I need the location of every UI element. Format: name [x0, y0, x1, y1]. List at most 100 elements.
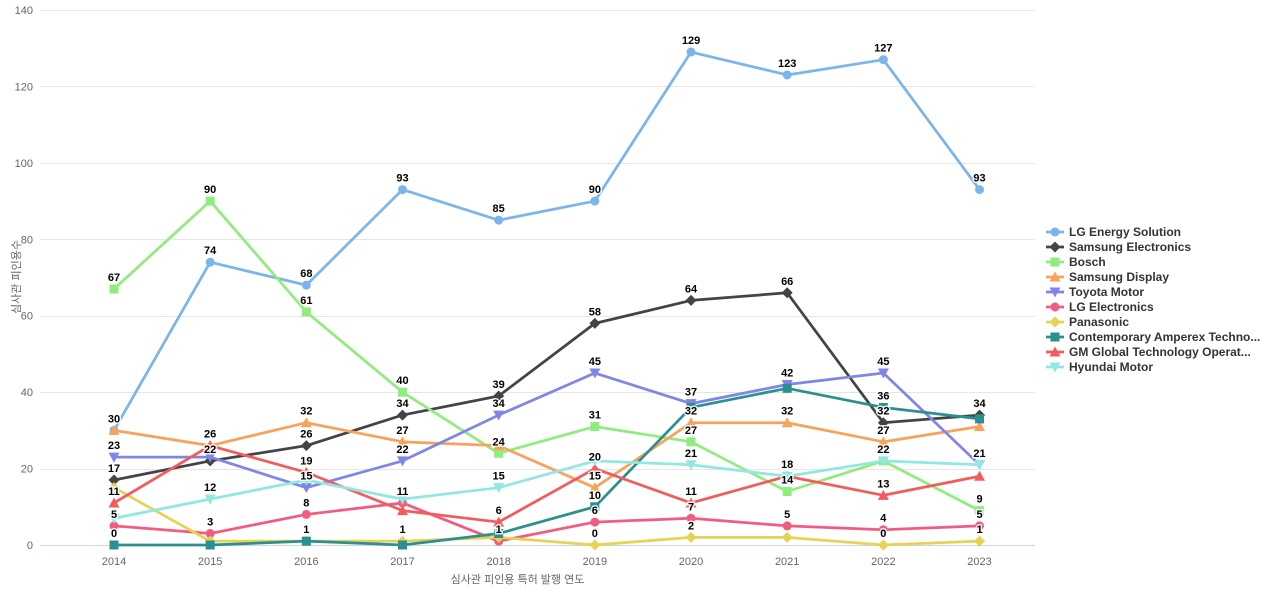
data-label: 5 — [976, 509, 982, 521]
data-label: 8 — [303, 497, 309, 509]
legend-label: Samsung Display — [1069, 269, 1170, 284]
legend-label: Toyota Motor — [1069, 284, 1145, 299]
data-label: 68 — [300, 268, 312, 280]
data-label: 45 — [589, 356, 601, 368]
legend-marker-icon — [1046, 302, 1064, 311]
data-label: 32 — [781, 406, 793, 418]
legend-item-samsung-display[interactable]: Samsung Display — [1046, 269, 1260, 284]
data-label: 39 — [493, 379, 505, 391]
data-label: 27 — [685, 425, 697, 437]
data-labels: 12 15 21 — [203, 446, 699, 495]
data-label: 42 — [781, 368, 793, 380]
data-labels: 11 26 19 6 20 11 18 13 — [107, 427, 891, 518]
legend-item-samsung-electronics[interactable]: Samsung Electronics — [1046, 239, 1260, 254]
legend-item-toyota-motor[interactable]: Toyota Motor — [1046, 284, 1260, 299]
data-label: 2 — [688, 520, 694, 532]
data-label: 11 — [108, 486, 120, 498]
data-label: 3 — [207, 517, 213, 529]
legend-label: Hyundai Motor — [1069, 359, 1153, 374]
data-label: 24 — [493, 436, 506, 448]
data-label: 1 — [496, 524, 502, 536]
x-tick-label: 2014 — [102, 556, 126, 568]
data-label: 66 — [781, 276, 793, 288]
data-label: 1 — [303, 524, 309, 536]
x-tick-label: 2015 — [198, 556, 222, 568]
data-label: 127 — [874, 43, 892, 55]
data-label: 36 — [877, 390, 889, 402]
data-label: 17 — [108, 463, 120, 475]
y-tick-label: 80 — [21, 234, 33, 246]
data-label: 30 — [108, 413, 120, 425]
legend-item-gm-global-technology-operat[interactable]: GM Global Technology Operat... — [1046, 344, 1260, 359]
x-tick-label: 2020 — [679, 556, 703, 568]
x-tick-labels: 2014 2015 2016 2017 2018 2019 2020 2021 2022 2023 — [102, 556, 992, 568]
data-label: 27 — [877, 425, 889, 437]
data-label: 27 — [396, 425, 408, 437]
legend-item-lg-electronics[interactable]: LG Electronics — [1046, 299, 1260, 314]
legend-item-lg-energy-solution[interactable]: LG Energy Solution — [1046, 224, 1260, 239]
legend: LG Energy Solution Samsung Electronics Bos… — [1046, 224, 1260, 374]
legend-label: Panasonic — [1069, 314, 1130, 329]
data-label: 93 — [396, 173, 408, 185]
series-hyundai-motor — [108, 456, 986, 524]
series-samsung-electronics — [108, 287, 986, 486]
legend-marker-icon — [1046, 241, 1064, 252]
x-tick-label: 2019 — [583, 556, 607, 568]
legend-marker-icon — [1046, 227, 1064, 236]
x-tick-label: 2016 — [294, 556, 318, 568]
series-gm-global-technology-operat — [108, 440, 986, 527]
legend-item-bosch[interactable]: Bosch — [1046, 254, 1260, 269]
y-tick-label: 0 — [27, 540, 33, 552]
data-label: 61 — [300, 295, 312, 307]
series-bosch — [109, 196, 985, 516]
legend-item-contemporary-amperex-techno[interactable]: Contemporary Amperex Techno... — [1046, 329, 1260, 344]
data-label: 34 — [493, 398, 506, 410]
data-label: 1 — [976, 524, 982, 536]
legend-marker-icon — [1046, 257, 1064, 266]
legend-item-hyundai-motor[interactable]: Hyundai Motor — [1046, 359, 1260, 374]
y-tick-label: 60 — [21, 311, 33, 323]
data-label: 0 — [880, 528, 886, 540]
data-label: 32 — [877, 406, 889, 418]
data-label: 22 — [877, 444, 889, 456]
data-label: 5 — [111, 509, 117, 521]
legend-item-panasonic[interactable]: Panasonic — [1046, 314, 1260, 329]
data-label: 19 — [300, 455, 312, 467]
data-label: 40 — [396, 375, 408, 387]
data-label: 20 — [589, 452, 601, 464]
x-tick-label: 2023 — [967, 556, 991, 568]
data-label: 26 — [204, 429, 216, 441]
data-label: 6 — [592, 505, 598, 517]
data-label: 26 — [300, 429, 312, 441]
y-tick-label: 20 — [21, 464, 33, 476]
data-label: 45 — [877, 356, 889, 368]
legend-label: Contemporary Amperex Techno... — [1069, 329, 1261, 344]
data-label: 32 — [685, 406, 697, 418]
legend-label: Samsung Electronics — [1069, 239, 1192, 254]
data-label: 18 — [781, 459, 793, 471]
legend-label: LG Electronics — [1069, 299, 1154, 314]
data-label: 123 — [778, 58, 796, 70]
data-labels: 32 27 15 32 32 27 — [299, 404, 891, 484]
data-label: 21 — [685, 448, 697, 460]
y-tick-label: 40 — [21, 387, 33, 399]
data-label: 1 — [399, 524, 405, 536]
data-labels: 17 22 26 34 39 58 64 66 32 34 — [106, 274, 988, 476]
x-axis-title: 심사관 피인용 특허 발행 연도 — [450, 574, 585, 586]
data-label: 6 — [496, 505, 502, 517]
legend-marker-icon — [1046, 287, 1064, 297]
data-label: 9 — [976, 494, 982, 506]
data-label: 7 — [688, 501, 694, 513]
data-label: 129 — [682, 35, 700, 47]
data-label: 15 — [300, 471, 312, 483]
x-tick-label: 2021 — [775, 556, 799, 568]
y-tick-label: 120 — [15, 81, 33, 93]
data-label: 11 — [685, 486, 697, 498]
series-contemporary-amperex-techno — [109, 383, 985, 550]
data-label: 5 — [784, 509, 790, 521]
data-label: 22 — [204, 444, 216, 456]
